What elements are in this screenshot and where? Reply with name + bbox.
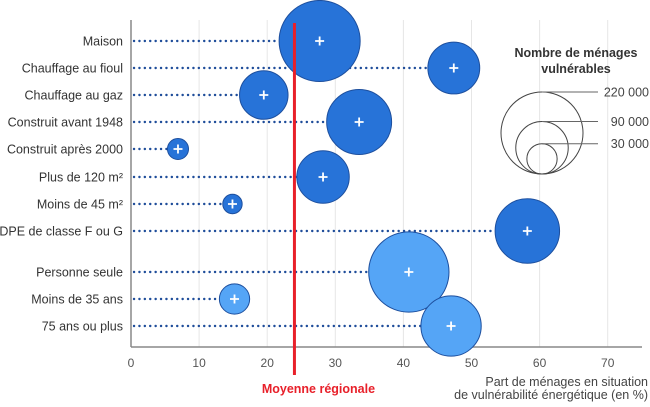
plus-icon [446,321,456,331]
legend-circle [500,91,584,175]
y-category-label: Construit avant 1948 [8,116,123,130]
y-category-label: Chauffage au gaz [25,89,123,103]
y-category-label: DPE de classe F ou G [0,225,123,239]
x-tick-label: 0 [128,356,135,370]
y-category-label: Moins de 45 m² [37,198,123,212]
plus-icon [227,199,237,209]
plus-icon [522,226,532,236]
size-legend-title-line2: vulnérables [541,62,611,76]
x-tick-label: 50 [465,356,479,370]
plus-icon [354,117,364,127]
x-tick-label: 30 [329,356,343,370]
y-category-label: Plus de 120 m² [39,171,123,185]
plus-icon [404,267,414,277]
size-legend: Nombre de ménages vulnérables 220 000 90 … [500,46,649,175]
plus-icon [315,36,325,46]
legend-label: 90 000 [611,115,649,129]
x-tick-label: 20 [261,356,275,370]
size-legend-title-line1: Nombre de ménages [515,46,638,60]
plus-icon [449,63,459,73]
x-tick-label: 40 [397,356,411,370]
legend-circle [515,121,569,175]
y-category-label: 75 ans ou plus [42,320,123,334]
plus-icon [230,294,240,304]
x-axis-title-line1: Part de ménages en situation [485,375,648,389]
legend-circle [526,143,558,175]
y-category-label: Moins de 35 ans [31,293,123,307]
plus-icon [259,90,269,100]
x-tick-label: 70 [601,356,615,370]
y-category-label: Chauffage au fioul [22,62,123,76]
bubbles [166,0,561,357]
plus-icon [318,172,328,182]
y-category-label: Personne seule [36,266,123,280]
legend-label: 220 000 [604,86,649,100]
regional-average-label: Moyenne régionale [262,382,375,396]
y-axis-labels: Maison Chauffage au fioul Chauffage au gaz… [0,35,123,334]
x-tick-label: 10 [192,356,206,370]
legend-label: 30 000 [611,137,649,151]
x-axis-ticks: 0 10 20 30 40 50 60 70 [128,356,615,370]
x-axis-title-line2: de vulnérabilité énergétique (en %) [454,388,648,402]
y-category-label: Maison [83,35,123,49]
plus-icon [173,144,183,154]
x-tick-label: 60 [533,356,547,370]
leader-lines [132,39,497,328]
y-category-label: Construit après 2000 [7,143,123,157]
